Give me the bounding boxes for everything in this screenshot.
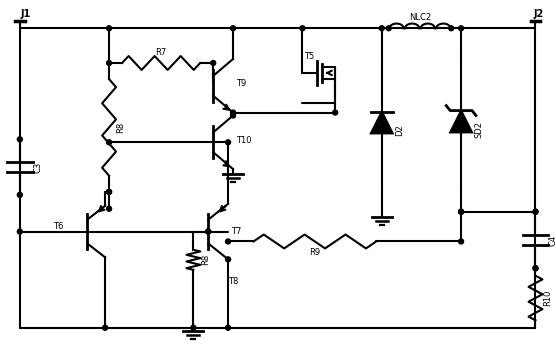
Circle shape	[107, 190, 112, 194]
Text: R9: R9	[309, 248, 320, 257]
Text: T5: T5	[304, 51, 315, 61]
Text: T7: T7	[231, 227, 241, 236]
Text: C4: C4	[549, 235, 556, 246]
Circle shape	[533, 209, 538, 214]
Text: SD2: SD2	[474, 121, 483, 139]
Circle shape	[226, 257, 231, 262]
Circle shape	[459, 239, 464, 244]
Circle shape	[533, 209, 538, 214]
Circle shape	[107, 206, 112, 211]
Circle shape	[206, 229, 211, 234]
Circle shape	[107, 140, 112, 145]
Text: R7: R7	[156, 47, 167, 56]
Circle shape	[332, 110, 337, 115]
Circle shape	[231, 26, 236, 31]
Circle shape	[206, 229, 211, 234]
Circle shape	[231, 110, 236, 115]
Text: J1: J1	[21, 9, 31, 19]
Circle shape	[211, 60, 216, 65]
Circle shape	[533, 266, 538, 271]
Text: R10: R10	[543, 290, 552, 306]
Circle shape	[449, 26, 454, 31]
Circle shape	[17, 137, 22, 142]
Circle shape	[459, 209, 464, 214]
Circle shape	[386, 26, 391, 31]
Text: T9: T9	[236, 79, 246, 88]
Text: J2: J2	[534, 9, 544, 19]
Text: R8: R8	[116, 122, 126, 133]
Circle shape	[103, 325, 108, 330]
Circle shape	[107, 60, 112, 65]
Circle shape	[17, 229, 22, 234]
Circle shape	[226, 325, 231, 330]
Text: T8: T8	[228, 277, 239, 286]
Circle shape	[459, 209, 464, 214]
Circle shape	[300, 26, 305, 31]
Text: C3: C3	[33, 161, 42, 173]
Circle shape	[226, 140, 231, 145]
Circle shape	[533, 266, 538, 271]
Circle shape	[17, 192, 22, 197]
Circle shape	[226, 239, 231, 244]
Text: R8: R8	[201, 254, 210, 266]
Circle shape	[107, 190, 112, 194]
Circle shape	[379, 26, 384, 31]
Text: T10: T10	[236, 136, 251, 145]
Circle shape	[191, 325, 196, 330]
Circle shape	[459, 26, 464, 31]
Circle shape	[107, 26, 112, 31]
Text: NLC2: NLC2	[409, 13, 431, 22]
Polygon shape	[450, 111, 472, 132]
Text: T6: T6	[53, 222, 63, 231]
Text: D2: D2	[395, 124, 404, 136]
Polygon shape	[371, 112, 393, 134]
Circle shape	[231, 113, 236, 118]
